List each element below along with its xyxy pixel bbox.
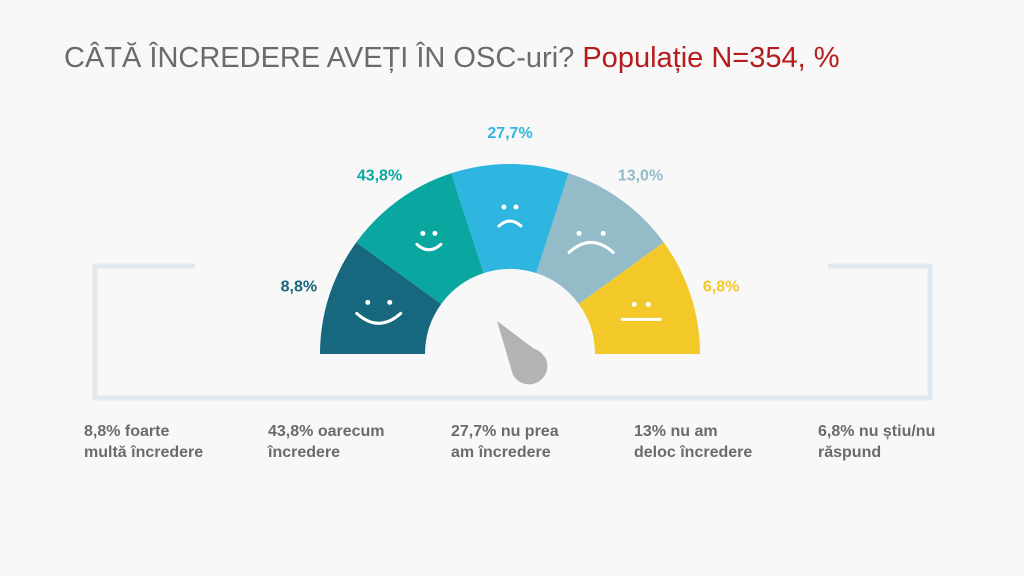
- legend-line-1: 13% nu am: [634, 423, 718, 440]
- legend-item-4: 13% nu am deloc încredere: [634, 421, 804, 463]
- legend-line-2: multă încredere: [84, 444, 204, 461]
- value-label-1: 8,8%: [281, 278, 317, 295]
- chart-title: CÂTĂ ÎNCREDERE AVEȚI ÎN OSC-uri? Populaț…: [64, 42, 840, 75]
- gauge-needle: [497, 321, 548, 385]
- legend-line-1: 43,8% oarecum: [268, 423, 385, 440]
- frown-icon: [567, 230, 615, 254]
- legend-item-3: 27,7% nu prea am încredere: [451, 421, 621, 463]
- gauge-labels: 8,8% 43,8% 27,7% 13,0% 6,8%: [281, 125, 740, 295]
- legend-line-2: am încredere: [451, 444, 551, 461]
- legend-line-2: deloc încredere: [634, 444, 753, 461]
- gauge-icons: [355, 204, 662, 325]
- neutral-face-icon: [620, 301, 662, 321]
- legend-line-1: 8,8% foarte: [84, 423, 170, 440]
- title-main: CÂTĂ ÎNCREDERE AVEȚI ÎN OSC-uri?: [64, 42, 575, 74]
- gauge-segments: [320, 163, 700, 354]
- value-label-5: 6,8%: [703, 278, 739, 295]
- title-population: Populație N=354, %: [582, 42, 840, 74]
- bracket-frame: [92, 263, 933, 401]
- frown-icon: [497, 204, 523, 228]
- bracket-line: [92, 263, 933, 401]
- legend-item-2: 43,8% oarecum încredere: [268, 421, 438, 463]
- value-label-4: 13,0%: [618, 167, 663, 184]
- needle-hub: [511, 348, 547, 384]
- gauge-segment-2: [356, 173, 484, 305]
- value-label-3: 27,7%: [487, 125, 532, 142]
- legend-line-1: 6,8% nu știu/nu: [818, 423, 936, 440]
- gauge-segment-4: [536, 173, 664, 305]
- value-label-2: 43,8%: [357, 167, 402, 184]
- legend-line-2: răspund: [818, 444, 882, 461]
- smile-icon: [355, 299, 403, 325]
- legend-line-2: încredere: [268, 444, 341, 461]
- legend-item-5: 6,8% nu știu/nu răspund: [818, 421, 988, 463]
- gauge-segment-1: [320, 242, 442, 354]
- legend-item-1: 8,8% foarte multă încredere: [84, 421, 254, 463]
- gauge-segment-3: [451, 163, 569, 274]
- legend-line-1: 27,7% nu prea: [451, 423, 559, 440]
- smile-icon: [415, 230, 443, 252]
- gauge-segment-5: [578, 242, 700, 354]
